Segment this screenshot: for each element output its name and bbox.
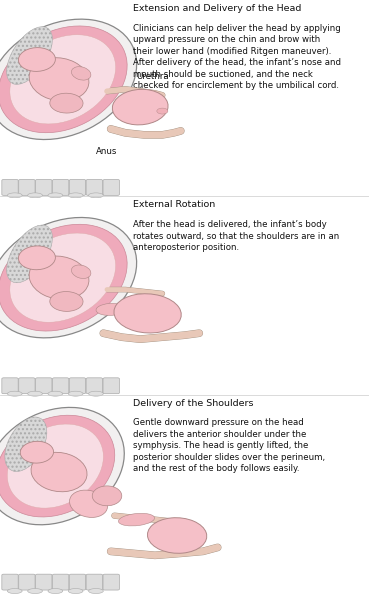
Ellipse shape [0,224,127,331]
FancyBboxPatch shape [19,378,35,394]
FancyBboxPatch shape [86,378,103,394]
Ellipse shape [29,58,89,101]
Text: Extension and Delivery of the Head: Extension and Delivery of the Head [133,4,301,13]
FancyBboxPatch shape [35,574,52,590]
FancyBboxPatch shape [35,180,52,195]
Ellipse shape [50,292,83,311]
Ellipse shape [18,246,55,270]
FancyBboxPatch shape [2,378,18,394]
Ellipse shape [7,424,103,508]
FancyBboxPatch shape [86,574,103,590]
Ellipse shape [114,294,181,333]
Ellipse shape [0,218,137,338]
FancyBboxPatch shape [69,574,86,590]
Ellipse shape [7,225,52,283]
Ellipse shape [0,415,115,517]
Ellipse shape [7,27,52,84]
Text: Clinicians can help deliver the head by applying
upward pressure on the chin and: Clinicians can help deliver the head by … [133,24,341,90]
Ellipse shape [114,99,137,119]
Ellipse shape [68,392,83,396]
FancyBboxPatch shape [103,180,120,195]
Ellipse shape [10,35,115,124]
Ellipse shape [68,588,83,594]
Text: Anus: Anus [96,147,117,156]
FancyBboxPatch shape [35,378,52,394]
FancyBboxPatch shape [103,378,120,394]
Ellipse shape [7,193,22,198]
Ellipse shape [92,486,122,506]
FancyBboxPatch shape [86,180,103,195]
Ellipse shape [0,19,137,139]
Text: Urethra: Urethra [131,73,169,95]
FancyBboxPatch shape [19,180,35,195]
Ellipse shape [50,93,83,113]
Ellipse shape [148,518,207,553]
Ellipse shape [72,67,91,80]
Ellipse shape [89,588,103,594]
Ellipse shape [69,490,108,518]
FancyBboxPatch shape [2,180,18,195]
Ellipse shape [31,452,87,491]
FancyBboxPatch shape [52,180,69,195]
Ellipse shape [18,48,55,71]
Ellipse shape [48,588,63,594]
FancyBboxPatch shape [2,574,18,590]
Ellipse shape [113,89,168,125]
Ellipse shape [0,26,127,133]
FancyBboxPatch shape [52,574,69,590]
Ellipse shape [29,256,89,299]
Ellipse shape [72,265,91,278]
Ellipse shape [0,408,124,525]
Ellipse shape [28,193,42,198]
Ellipse shape [118,513,155,526]
Ellipse shape [48,392,63,396]
Ellipse shape [28,392,42,396]
Text: Gentle downward pressure on the head
delivers the anterior shoulder under the
sy: Gentle downward pressure on the head del… [133,418,325,473]
Ellipse shape [5,417,47,471]
Ellipse shape [96,303,125,315]
Text: After the head is delivered, the infant’s body
rotates outward, so that the shou: After the head is delivered, the infant’… [133,220,339,252]
Ellipse shape [89,193,103,198]
Ellipse shape [28,588,42,594]
Ellipse shape [89,392,103,396]
FancyBboxPatch shape [69,180,86,195]
Ellipse shape [20,441,54,463]
Ellipse shape [7,588,22,594]
Ellipse shape [48,193,63,198]
Text: Delivery of the Shoulders: Delivery of the Shoulders [133,399,254,408]
FancyBboxPatch shape [69,378,86,394]
FancyBboxPatch shape [103,574,120,590]
Ellipse shape [7,392,22,396]
Ellipse shape [68,193,83,198]
Ellipse shape [157,108,168,114]
Ellipse shape [10,233,115,322]
Text: External Rotation: External Rotation [133,201,215,209]
FancyBboxPatch shape [52,378,69,394]
FancyBboxPatch shape [19,574,35,590]
